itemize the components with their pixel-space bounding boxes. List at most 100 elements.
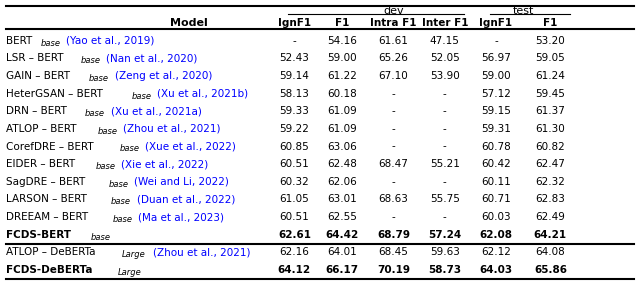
Text: 65.86: 65.86 (534, 265, 567, 275)
Text: Model: Model (170, 18, 207, 28)
Text: CorefDRE – BERT: CorefDRE – BERT (6, 142, 94, 151)
Text: Large: Large (122, 250, 146, 259)
Text: 59.63: 59.63 (430, 247, 460, 257)
Text: (Nan et al., 2020): (Nan et al., 2020) (106, 54, 198, 63)
Text: test: test (513, 6, 534, 16)
Text: 47.15: 47.15 (430, 36, 460, 46)
Text: 59.00: 59.00 (481, 71, 511, 81)
Text: dev: dev (383, 6, 404, 16)
Text: Large: Large (118, 268, 142, 277)
Text: 62.55: 62.55 (328, 212, 357, 222)
Text: 60.11: 60.11 (481, 177, 511, 187)
Text: 66.17: 66.17 (326, 265, 359, 275)
Text: (Zhou et al., 2021): (Zhou et al., 2021) (123, 124, 221, 134)
Text: 60.78: 60.78 (481, 142, 511, 151)
Text: 62.49: 62.49 (536, 212, 565, 222)
Text: 61.09: 61.09 (328, 106, 357, 116)
Text: DRN – BERT: DRN – BERT (6, 106, 67, 116)
Text: 62.12: 62.12 (481, 247, 511, 257)
Text: 60.71: 60.71 (481, 195, 511, 204)
Text: 59.14: 59.14 (280, 71, 309, 81)
Text: (Ma et al., 2023): (Ma et al., 2023) (138, 212, 224, 222)
Text: 68.45: 68.45 (379, 247, 408, 257)
Text: GAIN – BERT: GAIN – BERT (6, 71, 70, 81)
Text: base: base (81, 56, 100, 65)
Text: base: base (89, 74, 109, 83)
Text: (Xue et al., 2022): (Xue et al., 2022) (145, 142, 236, 151)
Text: base: base (40, 39, 60, 48)
Text: 62.08: 62.08 (479, 230, 513, 240)
Text: 60.51: 60.51 (280, 159, 309, 169)
Text: 52.43: 52.43 (280, 54, 309, 63)
Text: -: - (443, 212, 447, 222)
Text: (Xu et al., 2021b): (Xu et al., 2021b) (157, 89, 248, 98)
Text: -: - (494, 36, 498, 46)
Text: base: base (113, 215, 132, 224)
Text: (Xie et al., 2022): (Xie et al., 2022) (122, 159, 209, 169)
Text: F1: F1 (543, 18, 557, 28)
Text: 59.15: 59.15 (481, 106, 511, 116)
Text: 59.22: 59.22 (280, 124, 309, 134)
Text: (Yao et al., 2019): (Yao et al., 2019) (66, 36, 154, 46)
Text: -: - (392, 106, 396, 116)
Text: base: base (85, 109, 105, 118)
Text: base: base (131, 92, 152, 101)
Text: 57.24: 57.24 (428, 230, 461, 240)
Text: 64.03: 64.03 (479, 265, 513, 275)
Text: IgnF1: IgnF1 (479, 18, 513, 28)
Text: HeterGSAN – BERT: HeterGSAN – BERT (6, 89, 103, 98)
Text: 57.12: 57.12 (481, 89, 511, 98)
Text: BERT: BERT (6, 36, 33, 46)
Text: 54.16: 54.16 (328, 36, 357, 46)
Text: 67.10: 67.10 (379, 71, 408, 81)
Text: 68.79: 68.79 (377, 230, 410, 240)
Text: (Wei and Li, 2022): (Wei and Li, 2022) (134, 177, 229, 187)
Text: -: - (443, 124, 447, 134)
Text: 64.21: 64.21 (534, 230, 567, 240)
Text: 68.47: 68.47 (379, 159, 408, 169)
Text: 60.18: 60.18 (328, 89, 357, 98)
Text: 59.05: 59.05 (536, 54, 565, 63)
Text: 64.12: 64.12 (278, 265, 311, 275)
Text: 61.30: 61.30 (536, 124, 565, 134)
Text: DREEAM – BERT: DREEAM – BERT (6, 212, 88, 222)
Text: Inter F1: Inter F1 (422, 18, 468, 28)
Text: ATLOP – DeBERTa: ATLOP – DeBERTa (6, 247, 96, 257)
Text: 70.19: 70.19 (377, 265, 410, 275)
Text: -: - (443, 106, 447, 116)
Text: (Duan et al., 2022): (Duan et al., 2022) (136, 195, 235, 204)
Text: 59.00: 59.00 (328, 54, 357, 63)
Text: 61.09: 61.09 (328, 124, 357, 134)
Text: 65.26: 65.26 (379, 54, 408, 63)
Text: base: base (95, 162, 116, 171)
Text: 55.75: 55.75 (430, 195, 460, 204)
Text: IgnF1: IgnF1 (278, 18, 311, 28)
Text: 62.16: 62.16 (280, 247, 309, 257)
Text: 62.47: 62.47 (536, 159, 565, 169)
Text: 55.21: 55.21 (430, 159, 460, 169)
Text: -: - (392, 212, 396, 222)
Text: -: - (392, 177, 396, 187)
Text: LSR – BERT: LSR – BERT (6, 54, 64, 63)
Text: 61.24: 61.24 (536, 71, 565, 81)
Text: 60.03: 60.03 (481, 212, 511, 222)
Text: 60.82: 60.82 (536, 142, 565, 151)
Text: base: base (120, 144, 140, 154)
Text: -: - (443, 89, 447, 98)
Text: 62.61: 62.61 (278, 230, 311, 240)
Text: 63.01: 63.01 (328, 195, 357, 204)
Text: base: base (97, 127, 117, 136)
Text: ATLOP – BERT: ATLOP – BERT (6, 124, 77, 134)
Text: (Xu et al., 2021a): (Xu et al., 2021a) (111, 106, 202, 116)
Text: (Zhou et al., 2021): (Zhou et al., 2021) (152, 247, 250, 257)
Text: base: base (90, 233, 110, 242)
Text: 61.37: 61.37 (536, 106, 565, 116)
Text: LARSON – BERT: LARSON – BERT (6, 195, 87, 204)
Text: -: - (392, 89, 396, 98)
Text: 63.06: 63.06 (328, 142, 357, 151)
Text: -: - (292, 36, 296, 46)
Text: 59.33: 59.33 (280, 106, 309, 116)
Text: FCDS-BERT: FCDS-BERT (6, 230, 72, 240)
Text: 60.32: 60.32 (280, 177, 309, 187)
Text: -: - (443, 177, 447, 187)
